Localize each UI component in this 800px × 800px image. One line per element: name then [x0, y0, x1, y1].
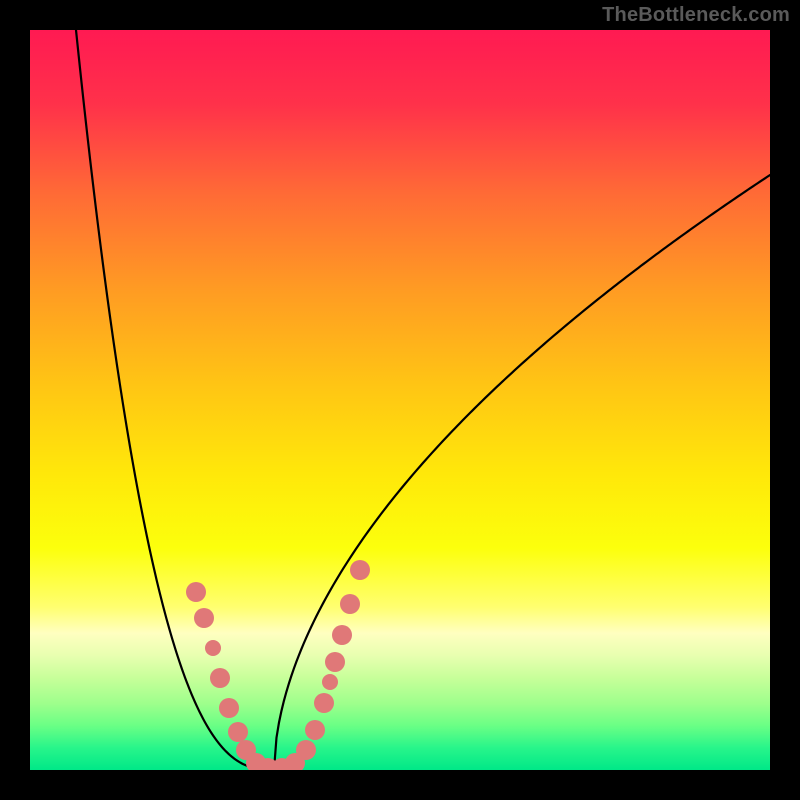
curve-marker: [205, 640, 221, 656]
curve-marker: [219, 698, 239, 718]
curve-marker: [332, 625, 352, 645]
bottleneck-curve: [76, 30, 770, 770]
attribution-text: TheBottleneck.com: [602, 4, 790, 27]
curve-marker: [322, 674, 338, 690]
curve-markers: [186, 560, 370, 770]
curve-marker: [210, 668, 230, 688]
curve-marker: [296, 740, 316, 760]
curve-marker: [194, 608, 214, 628]
curve-marker: [350, 560, 370, 580]
chart-svg: [30, 30, 770, 770]
plot-area: [30, 30, 770, 770]
outer-frame: TheBottleneck.com: [0, 0, 800, 800]
curve-marker: [340, 594, 360, 614]
curve-marker: [314, 693, 334, 713]
curve-marker: [228, 722, 248, 742]
curve-marker: [186, 582, 206, 602]
curve-marker: [325, 652, 345, 672]
curve-marker: [305, 720, 325, 740]
